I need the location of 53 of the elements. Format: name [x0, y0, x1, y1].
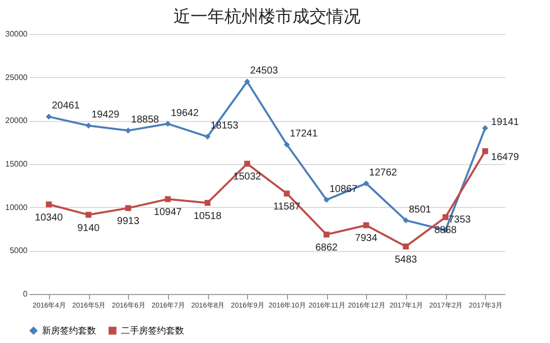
- data-label: 10947: [154, 207, 182, 218]
- data-label: 18858: [131, 114, 160, 126]
- point: [482, 148, 488, 154]
- point: [125, 205, 132, 212]
- legend-label: 新房签约套数: [42, 326, 96, 336]
- point: [442, 214, 448, 220]
- data-label: 17241: [290, 128, 318, 140]
- y-tick-label: 15000: [5, 160, 28, 168]
- point: [86, 122, 92, 129]
- point: [284, 142, 290, 148]
- data-label: 11587: [273, 202, 301, 213]
- y-tick-label: 10000: [5, 202, 28, 212]
- point: [363, 222, 370, 228]
- data-label: 19141: [491, 117, 520, 128]
- y-tick-label: 30000: [5, 30, 28, 38]
- point: [46, 114, 52, 120]
- point: [164, 196, 171, 202]
- data-label: 6862: [315, 242, 338, 254]
- data-label: 20461: [52, 100, 80, 112]
- data-label: 7934: [355, 233, 378, 244]
- legend-label: 二手房签约套数: [121, 326, 184, 336]
- data-label: 5483: [394, 254, 418, 266]
- point: [244, 160, 250, 167]
- data-label: 19429: [92, 110, 120, 121]
- point: [244, 78, 250, 85]
- y-tick-label: 0: [23, 290, 28, 298]
- data-label: 16479: [491, 152, 520, 164]
- point: [324, 196, 330, 203]
- data-label: 10518: [194, 210, 222, 222]
- point: [164, 120, 171, 127]
- data-label: 10340: [34, 212, 64, 224]
- point: [204, 134, 210, 140]
- data-label: 15032: [233, 172, 262, 183]
- data-label: 9913: [117, 216, 140, 228]
- point: [402, 217, 409, 224]
- y-tick-label: 20000: [5, 116, 28, 126]
- chart-title: 近一年杭州楼市成交情况: [174, 7, 360, 26]
- data-label: 24503: [250, 66, 278, 77]
- data-label: 19642: [170, 108, 200, 119]
- y-tick-label: 5000: [10, 246, 28, 256]
- point: [204, 200, 210, 206]
- point: [125, 128, 132, 134]
- point: [363, 180, 370, 186]
- y-tick-label: 25000: [5, 72, 28, 82]
- data-label: 12762: [369, 167, 398, 178]
- point: [482, 125, 488, 132]
- data-label: 8501: [408, 204, 432, 216]
- point: [402, 244, 409, 250]
- point: [46, 201, 52, 208]
- point: [324, 232, 330, 238]
- data-label: 9140: [77, 222, 100, 234]
- point: [86, 212, 92, 218]
- point: [284, 190, 290, 197]
